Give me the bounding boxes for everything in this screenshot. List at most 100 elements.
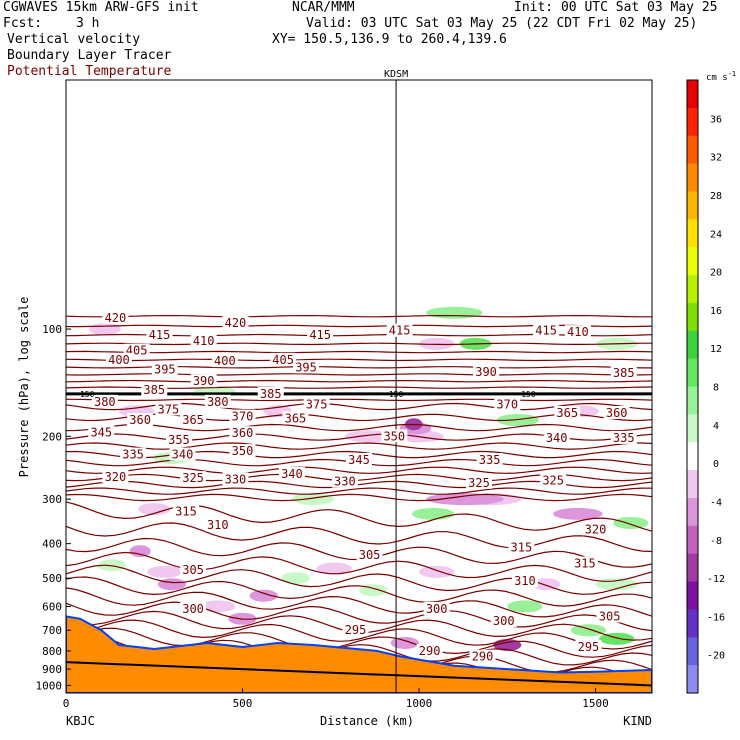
theta-label-bg-49 <box>204 518 231 532</box>
vv-cell-14 <box>553 507 603 520</box>
theta-label-bg-31 <box>229 426 256 440</box>
theta-label-9: 400 <box>108 353 130 367</box>
theta-label-45: 330 <box>334 475 356 489</box>
theta-label-bg-33 <box>381 429 408 443</box>
theta-label-37: 340 <box>172 448 194 462</box>
theta-label-20: 380 <box>207 395 229 409</box>
fcst-value: 3 h <box>76 16 100 31</box>
theta-label-bg-32 <box>282 411 309 425</box>
theta-label-48: 315 <box>175 505 197 519</box>
theta-label-bg-55 <box>511 574 538 588</box>
theta-label-bg-3 <box>307 328 334 342</box>
theta-label-35: 335 <box>613 431 635 445</box>
y-tick-label-0: 100 <box>42 323 62 336</box>
theta-label-62: 290 <box>419 644 441 658</box>
theta-contour-29 <box>66 576 652 607</box>
vv-cell-30 <box>507 600 543 613</box>
theta-label-60: 295 <box>345 623 367 637</box>
colorbar-swatch-4 <box>687 191 698 220</box>
vv-cell-21 <box>147 565 183 578</box>
colorbar-unit: cm s-1 <box>706 70 736 83</box>
vv-cell-25 <box>281 572 310 585</box>
theta-label-bg-34 <box>543 430 570 444</box>
theta-label-bg-13 <box>293 360 320 374</box>
vv-cell-29 <box>419 565 455 578</box>
theta-label-29: 345 <box>90 425 112 439</box>
colorbar-swatch-20 <box>687 637 698 666</box>
colorbar-swatch-12 <box>687 414 698 443</box>
colorbar-label-14: -20 <box>707 651 725 662</box>
colorbar-swatch-18 <box>687 581 698 610</box>
theta-label-55: 310 <box>514 574 536 588</box>
theta-contour-16 <box>66 442 652 450</box>
theta-contour-17 <box>66 450 652 459</box>
theta-label-30: 355 <box>168 433 190 447</box>
y-tick-label-9: 1000 <box>36 679 63 692</box>
theta-label-bg-9 <box>105 352 132 366</box>
theta-label-50: 320 <box>585 522 607 536</box>
theta-label-bg-27 <box>180 413 207 427</box>
theta-label-3: 415 <box>309 328 331 342</box>
colorbar-swatch-8 <box>687 302 698 332</box>
y-tick-label-1: 200 <box>42 430 62 443</box>
y-tick-label-8: 900 <box>42 663 62 676</box>
theta-label-7: 410 <box>193 334 215 348</box>
theta-label-bg-14 <box>610 366 637 380</box>
theta-label-bg-4 <box>386 323 413 337</box>
colorbar-label-9: 0 <box>713 459 719 470</box>
theta-label-43: 330 <box>225 472 247 486</box>
colorbar-swatch-6 <box>687 247 698 276</box>
theta-label-10: 400 <box>214 354 236 368</box>
theta-contour-30 <box>66 587 652 618</box>
terrain-profile <box>66 615 652 693</box>
field-boundary-layer-tracer: Boundary Layer Tracer <box>7 48 172 63</box>
colorbar-label-7: 8 <box>713 383 719 394</box>
terrain <box>66 615 652 693</box>
y-axis-label: Pressure (hPa), log scale <box>17 297 31 478</box>
theta-label-bg-51 <box>508 540 535 554</box>
colorbar-label-4: 20 <box>710 268 722 279</box>
theta-label-12: 395 <box>154 363 176 377</box>
theta-label-bg-59 <box>490 614 517 628</box>
theta-label-38: 350 <box>232 444 254 458</box>
station-label-kdsm: KDSM <box>384 69 408 80</box>
model-title: CGWAVES 15km ARW-GFS init <box>3 0 199 15</box>
colorbar-label-3: 24 <box>710 229 722 240</box>
colorbar-swatch-10 <box>687 358 698 387</box>
theta-label-bg-44 <box>102 469 129 483</box>
xy-range: XY= 150.5,136.9 to 260.4,139.6 <box>272 32 507 47</box>
theta-label-bg-23 <box>554 406 581 420</box>
theta-label-bg-5 <box>564 325 591 339</box>
theta-label-bg-25 <box>494 397 521 411</box>
theta-label-52: 315 <box>574 557 596 571</box>
colorbar-swatch-2 <box>687 135 698 165</box>
theta-label-bg-15 <box>473 365 500 379</box>
theta-contour-22 <box>66 487 652 495</box>
theta-label-4: 415 <box>389 324 411 338</box>
theta-label-bg-16 <box>190 374 217 388</box>
init-time: Init: 00 UTC Sat 03 May 25 <box>514 0 718 15</box>
right-station-label: KIND <box>623 714 652 728</box>
theta-label-bg-24 <box>603 406 630 420</box>
theta-contour-8 <box>66 379 652 383</box>
theta-label-bg-43 <box>222 472 249 486</box>
vv-cell-15 <box>138 503 171 516</box>
theta-label-6: 415 <box>535 324 557 338</box>
valid-time: Valid: 03 UTC Sat 03 May 25 (22 CDT Fri … <box>306 16 698 31</box>
theta-label-bg-30 <box>165 433 192 447</box>
theta-label-bg-0 <box>102 310 129 324</box>
theta-label-bg-63 <box>469 649 496 663</box>
theta-label-bg-7 <box>190 333 217 347</box>
theta-label-bg-38 <box>229 444 256 458</box>
theta-label-bg-40 <box>278 466 305 480</box>
theta-label-bg-26 <box>127 413 154 427</box>
colorbar-swatch-15 <box>687 497 698 527</box>
theta-label-bg-19 <box>257 386 284 400</box>
colorbar-swatch-3 <box>687 163 698 192</box>
theta-label-bg-18 <box>141 382 168 396</box>
theta-label-54: 305 <box>182 563 204 577</box>
theta-contour-4 <box>66 350 652 354</box>
colorbar-swatch-1 <box>687 107 698 137</box>
theta-label-23: 365 <box>556 406 578 420</box>
